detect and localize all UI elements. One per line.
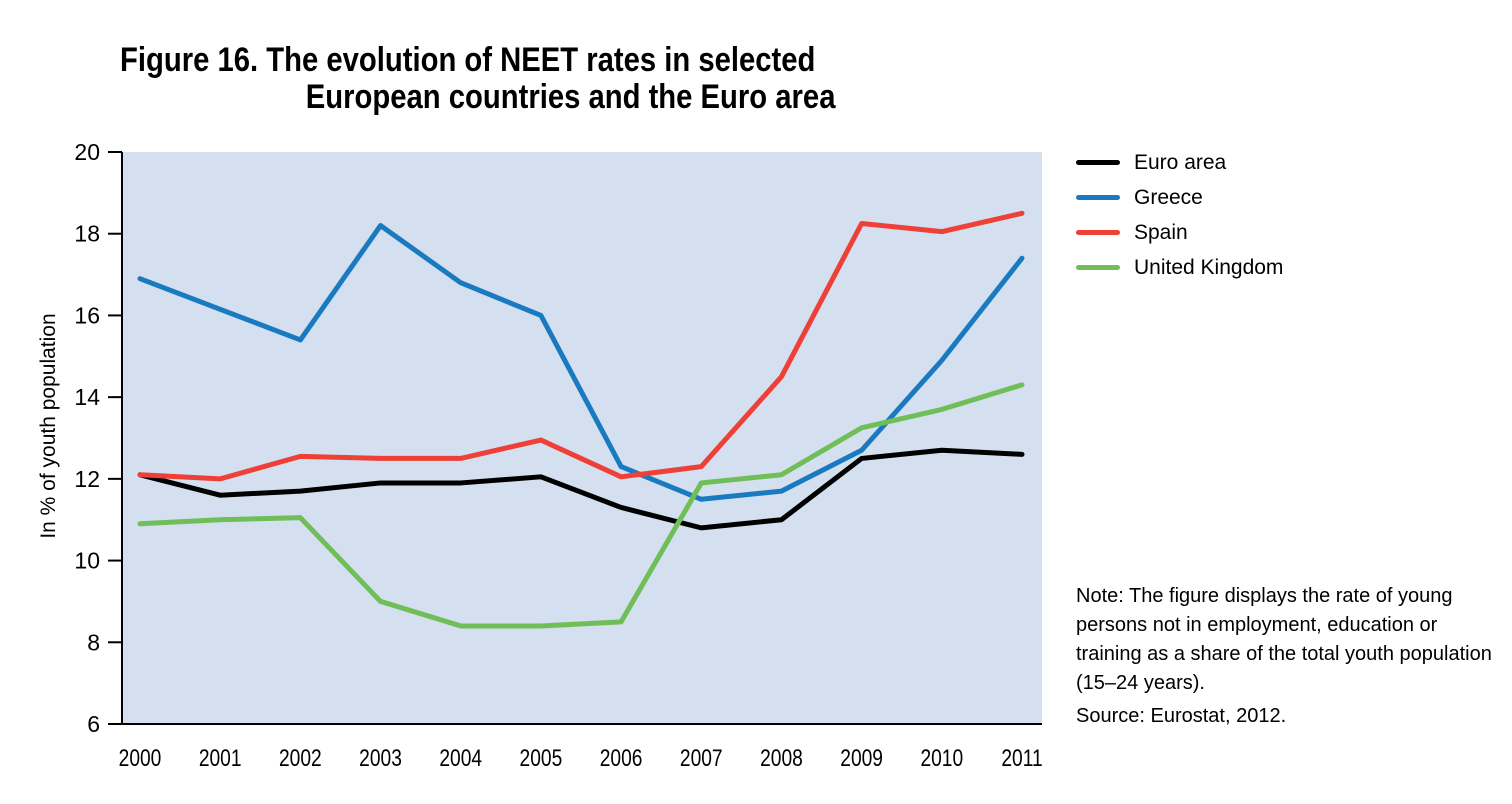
x-tick-label: 2008 xyxy=(760,744,803,772)
legend-swatch xyxy=(1076,160,1120,165)
y-axis: 6 8 10 12 14 16 18 20 xyxy=(74,139,123,737)
series-layer xyxy=(137,210,1025,629)
x-tick-label: 2004 xyxy=(439,744,482,772)
y-tick-label: 14 xyxy=(74,384,100,410)
x-tick-label: 2000 xyxy=(119,744,162,772)
x-tick-label: 2011 xyxy=(1001,744,1042,772)
legend-item: Greece xyxy=(1076,180,1283,215)
x-tick-label: 2002 xyxy=(279,744,322,772)
series-line-greece xyxy=(137,223,1025,502)
plot-area xyxy=(122,152,1042,724)
legend-label: United Kingdom xyxy=(1134,255,1284,279)
legend-swatch xyxy=(1076,230,1120,235)
x-tick-label: 2006 xyxy=(600,744,643,772)
y-axis-label: In % of youth population xyxy=(37,313,60,538)
note-block: Note: The figure displays the rate of yo… xyxy=(1076,582,1506,731)
y-tick-label: 8 xyxy=(87,629,100,655)
legend-swatch xyxy=(1076,195,1120,200)
x-tick-label: 2003 xyxy=(359,744,402,772)
y-tick-label: 18 xyxy=(74,221,100,247)
chart-title: Figure 16. The evolution of NEET rates i… xyxy=(120,42,835,116)
x-tick-label: 2007 xyxy=(680,744,723,772)
legend-item: United Kingdom xyxy=(1076,250,1283,285)
legend-item: Euro area xyxy=(1076,145,1283,180)
y-tick-label: 16 xyxy=(74,302,100,328)
y-tick-label: 12 xyxy=(74,466,100,492)
x-tick-label: 2001 xyxy=(199,744,242,772)
x-axis: 2000 2001 2002 2003 2004 2005 2006 2007 2008 2009… xyxy=(108,723,1043,772)
x-tick-label: 2005 xyxy=(520,744,563,772)
y-tick-label: 10 xyxy=(74,548,100,574)
legend-label: Greece xyxy=(1134,185,1203,209)
x-tick-label: 2010 xyxy=(920,744,963,772)
series-line-united-kingdom xyxy=(137,382,1025,629)
y-tick-label: 20 xyxy=(74,139,100,165)
series-line-spain xyxy=(137,210,1025,482)
chart-title-line-1: Figure 16. The evolution of NEET rates i… xyxy=(120,41,816,79)
note-text: Note: The figure displays the rate of yo… xyxy=(1076,585,1492,694)
legend-swatch xyxy=(1076,265,1120,270)
y-tick-label: 6 xyxy=(87,711,100,737)
source-text: Source: Eurostat, 2012. xyxy=(1076,705,1287,727)
chart-title-line-2: European countries and the Euro area xyxy=(305,78,836,116)
series-line-euro-area xyxy=(137,447,1025,531)
legend-item: Spain xyxy=(1076,215,1283,250)
legend-label: Euro area xyxy=(1134,150,1227,174)
legend-label: Spain xyxy=(1134,220,1188,244)
x-tick-label: 2009 xyxy=(840,744,883,772)
legend: Euro area Greece Spain United Kingdom xyxy=(1076,145,1283,285)
